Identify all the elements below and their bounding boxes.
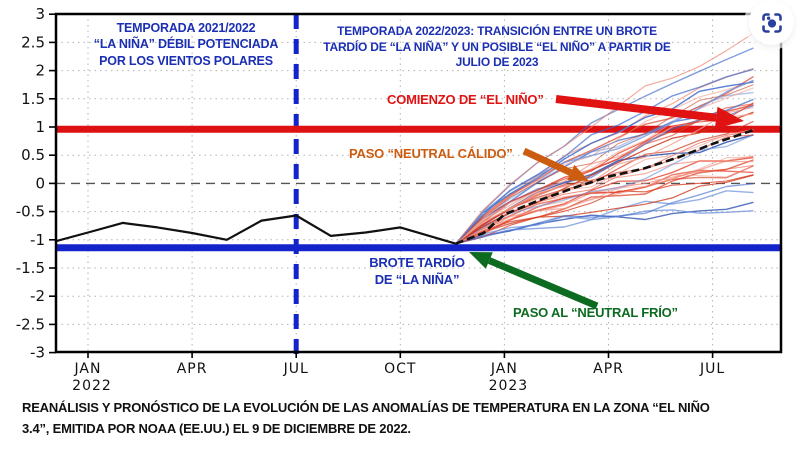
svg-text:0: 0 [35, 174, 45, 192]
enso-plume-chart: 32.521.510.50-0.5-1-1.5-2-2.5-3JAN2022AP… [16, 5, 783, 392]
svg-text:JUL: JUL [699, 361, 725, 377]
annotation-arrows [469, 95, 744, 310]
annotation-paso-neutral-calido: PASO “NEUTRAL CÁLIDO” [349, 146, 513, 161]
ensemble-lines [455, 32, 754, 245]
neutral-frio-arrow [469, 252, 599, 310]
svg-text:-1: -1 [30, 231, 45, 249]
svg-text:-2: -2 [30, 287, 45, 305]
forecast-mean-line [455, 128, 755, 245]
svg-text:0.5: 0.5 [21, 146, 45, 164]
svg-text:APR: APR [593, 361, 624, 377]
svg-text:JUL: JUL [283, 361, 309, 377]
svg-text:2.5: 2.5 [21, 33, 45, 51]
lens-icon [761, 12, 782, 33]
annotation-paso-al-neutral-frio: PASO AL “NEUTRAL FRÍO” [513, 305, 678, 320]
chart-caption: REANÁLISIS Y PRONÓSTICO DE LA EVOLUCIÓN … [22, 400, 710, 436]
svg-text:1.5: 1.5 [21, 90, 45, 108]
annotation-comienzo-el-nino: COMIENZO DE “EL NIÑO” [387, 92, 544, 107]
el-nino-arrow [555, 95, 744, 129]
annotation-brote-tardio-la-nina: BROTE TARDÍO DE “LA NIÑA” [369, 255, 465, 287]
svg-text:2023: 2023 [489, 378, 529, 392]
neutral-calido-arrow [522, 147, 589, 181]
svg-text:2022: 2022 [72, 378, 112, 392]
svg-text:-3: -3 [30, 344, 45, 362]
svg-text:1: 1 [35, 118, 45, 136]
annotation-temporada-2021-2022: TEMPORADA 2021/2022 “LA NIÑA” DÉBIL POTE… [93, 21, 279, 68]
svg-text:3: 3 [35, 5, 45, 23]
svg-text:2: 2 [35, 62, 45, 80]
svg-text:OCT: OCT [384, 361, 416, 377]
svg-text:-1.5: -1.5 [16, 259, 45, 277]
svg-text:APR: APR [177, 361, 208, 377]
axis-labels: 32.521.510.50-0.5-1-1.5-2-2.5-3JAN2022AP… [16, 5, 725, 392]
svg-text:-2.5: -2.5 [16, 315, 45, 333]
svg-text:-0.5: -0.5 [16, 203, 45, 221]
lens-button[interactable] [749, 0, 794, 45]
svg-text:JAN: JAN [74, 361, 102, 377]
annotation-temporada-2022-2023: TEMPORADA 2022/2023: TRANSICIÓN ENTRE UN… [323, 24, 671, 70]
observed-line [56, 214, 457, 245]
svg-text:JAN: JAN [490, 361, 518, 377]
